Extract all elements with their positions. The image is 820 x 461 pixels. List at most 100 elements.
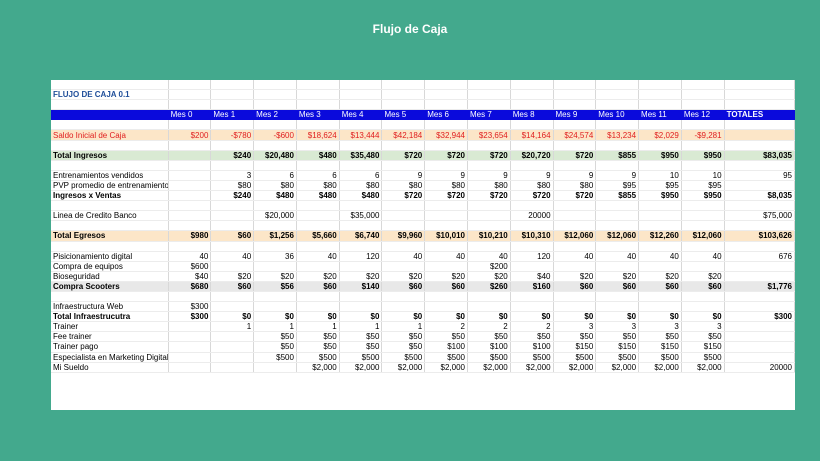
cell[interactable] <box>168 99 212 111</box>
cell[interactable]: $150 <box>681 341 725 353</box>
cell[interactable]: $12,260 <box>638 230 682 242</box>
cell[interactable]: $1,256 <box>253 230 297 242</box>
row-label[interactable]: Linea de Credito Banco <box>51 210 169 222</box>
cell[interactable] <box>510 220 554 232</box>
cell[interactable]: $200 <box>467 261 511 272</box>
cell[interactable] <box>724 99 795 111</box>
cell[interactable] <box>638 160 682 171</box>
cell[interactable] <box>296 241 340 252</box>
cell[interactable] <box>210 291 255 303</box>
cell[interactable]: 40 <box>168 251 212 262</box>
cell[interactable]: $0 <box>638 311 682 323</box>
cell[interactable]: $60 <box>595 281 640 292</box>
row-label[interactable]: Entrenamientos vendidos <box>51 170 169 181</box>
cell[interactable]: $2,000 <box>424 362 468 373</box>
cell[interactable]: $200 <box>168 129 212 141</box>
cell[interactable]: $300 <box>168 311 212 323</box>
cell[interactable] <box>724 321 795 333</box>
cell[interactable] <box>681 241 725 252</box>
cell[interactable]: 120 <box>510 251 554 262</box>
row-label[interactable] <box>51 160 169 171</box>
row-label[interactable]: Total Infraestrucutra <box>51 311 169 323</box>
cell[interactable] <box>553 140 597 151</box>
cell[interactable] <box>510 89 554 101</box>
cell[interactable] <box>339 301 383 313</box>
cell[interactable] <box>595 200 640 212</box>
cell[interactable]: $950 <box>638 150 682 161</box>
cell[interactable]: 1 <box>253 321 297 333</box>
row-label[interactable]: Total Egresos <box>51 230 169 242</box>
cell[interactable]: 9 <box>467 170 511 181</box>
cell[interactable] <box>638 301 682 313</box>
cell[interactable]: 120 <box>339 251 383 262</box>
cell[interactable] <box>638 80 682 91</box>
cell[interactable] <box>168 89 212 101</box>
cell[interactable]: 40 <box>681 251 725 262</box>
cell[interactable]: $500 <box>638 352 682 363</box>
cell[interactable]: $980 <box>168 230 212 242</box>
header-label[interactable] <box>51 109 169 121</box>
cell[interactable]: 20000 <box>724 362 795 373</box>
cell[interactable]: -$9,281 <box>681 129 725 141</box>
cell[interactable] <box>296 160 340 171</box>
cell[interactable] <box>553 89 597 101</box>
cell[interactable]: $42,184 <box>381 129 426 141</box>
row-label[interactable] <box>51 200 169 212</box>
cell[interactable] <box>724 160 795 171</box>
cell[interactable] <box>681 89 725 101</box>
cell[interactable]: $12,060 <box>681 230 725 242</box>
cell[interactable]: $60 <box>681 281 725 292</box>
cell[interactable]: $50 <box>381 331 426 343</box>
cell[interactable] <box>339 200 383 212</box>
cell[interactable] <box>210 119 255 131</box>
cell[interactable] <box>381 160 426 171</box>
cell[interactable] <box>424 99 468 111</box>
cell[interactable] <box>168 331 212 343</box>
cell[interactable]: 3 <box>681 321 725 333</box>
cell[interactable] <box>381 99 426 111</box>
cell[interactable]: $0 <box>253 311 297 323</box>
cell[interactable]: $13,234 <box>595 129 640 141</box>
cell[interactable]: 10 <box>638 170 682 181</box>
cell[interactable]: $60 <box>553 281 597 292</box>
cell[interactable]: $855 <box>595 190 640 202</box>
cell[interactable]: $150 <box>638 341 682 353</box>
column-header[interactable]: Mes 3 <box>296 109 340 121</box>
cell[interactable]: $0 <box>381 311 426 323</box>
cell[interactable] <box>168 352 212 363</box>
cell[interactable]: 40 <box>595 251 640 262</box>
cell[interactable] <box>467 89 511 101</box>
column-header[interactable]: TOTALES <box>724 109 795 121</box>
cell[interactable]: $500 <box>681 352 725 363</box>
cell[interactable] <box>253 261 297 272</box>
cell[interactable]: $20 <box>253 271 297 282</box>
cell[interactable] <box>339 261 383 272</box>
column-header[interactable]: Mes 4 <box>339 109 383 121</box>
cell[interactable] <box>253 89 297 101</box>
cell[interactable]: 10 <box>681 170 725 181</box>
cell[interactable] <box>253 291 297 303</box>
cell[interactable] <box>724 301 795 313</box>
cell[interactable] <box>553 301 597 313</box>
cell[interactable]: $0 <box>681 311 725 323</box>
cell[interactable] <box>339 140 383 151</box>
cell[interactable] <box>210 352 255 363</box>
cell[interactable]: $20 <box>638 271 682 282</box>
cell[interactable]: $0 <box>339 311 383 323</box>
cell[interactable] <box>168 160 212 171</box>
cell[interactable]: 2 <box>467 321 511 333</box>
row-label[interactable]: PVP promedio de entrenamiento <box>51 180 169 192</box>
cell[interactable] <box>210 341 255 353</box>
cell[interactable] <box>339 99 383 111</box>
cell[interactable]: 9 <box>510 170 554 181</box>
cell[interactable] <box>210 331 255 343</box>
cell[interactable]: $2,000 <box>467 362 511 373</box>
cell[interactable] <box>467 160 511 171</box>
cell[interactable] <box>296 89 340 101</box>
cell[interactable] <box>724 291 795 303</box>
row-label[interactable]: Saldo Inicial de Caja <box>51 129 169 141</box>
row-label[interactable]: Fee trainer <box>51 331 169 343</box>
cell[interactable] <box>51 119 169 131</box>
cell[interactable] <box>724 200 795 212</box>
cell[interactable]: $75,000 <box>724 210 795 222</box>
